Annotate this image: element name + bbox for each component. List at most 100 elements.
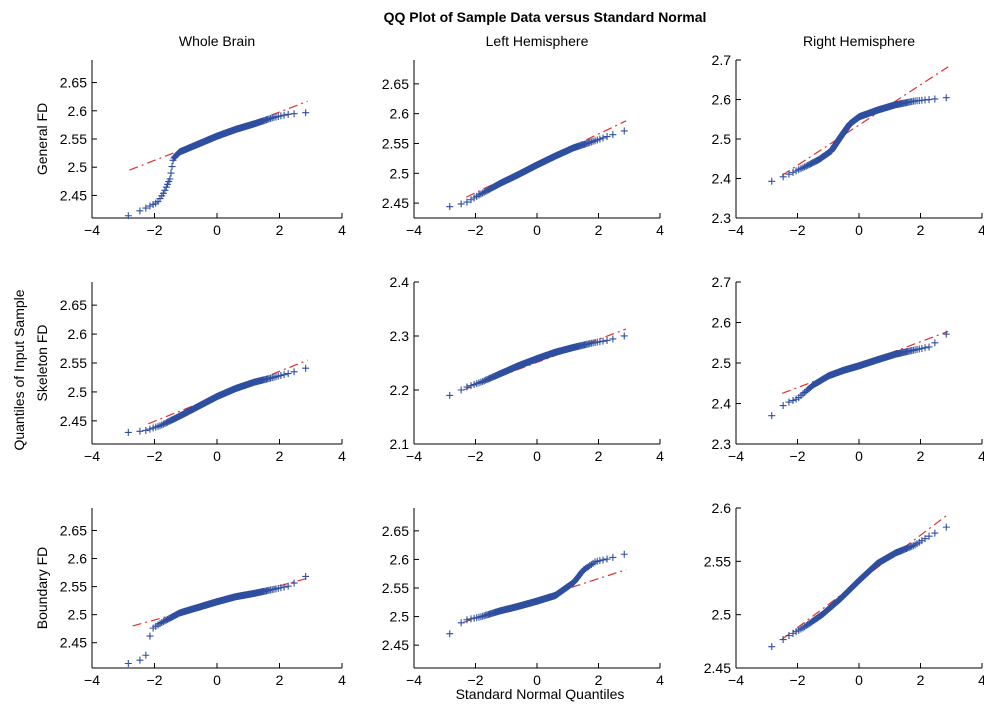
x-tick-label: 0 [855, 448, 863, 464]
qq-point [779, 402, 787, 410]
subplot-r1-c0: −4 −2 0 2 4 2.45 2.5 2.55 2.6 2.65 Skeleton FD [34, 282, 346, 464]
x-tick-label: −2 [468, 672, 484, 688]
x-tick-label: 4 [978, 672, 984, 688]
qq-point [158, 421, 166, 429]
qq-point [136, 207, 144, 215]
x-tick-label: 4 [978, 222, 984, 238]
qq-point [942, 94, 950, 102]
qq-point [587, 561, 595, 569]
x-tick-label: −4 [84, 222, 100, 238]
qq-point [925, 532, 933, 540]
subplot-r1-c2: −4 −2 0 2 4 2.3 2.4 2.5 2.6 2.7 [712, 274, 984, 464]
x-tick-label: −2 [790, 222, 806, 238]
y-tick-label: 2.3 [390, 328, 410, 344]
x-tick-label: −2 [147, 448, 163, 464]
x-tick-label: −4 [406, 222, 422, 238]
qq-point [168, 163, 176, 171]
qq-point [942, 523, 950, 531]
qq-point [280, 583, 288, 591]
qq-point [596, 557, 604, 565]
qq-point [785, 632, 793, 640]
y-tick-label: 2.5 [390, 609, 410, 625]
y-tick-label: 2.6 [390, 106, 410, 122]
qq-point [166, 175, 174, 183]
y-tick-label: 2.3 [712, 436, 732, 452]
qq-point [785, 170, 793, 178]
qq-point [146, 202, 154, 210]
figure-title: QQ Plot of Sample Data versus Standard N… [384, 9, 707, 25]
x-tick-label: −2 [468, 448, 484, 464]
qq-point [779, 173, 787, 181]
qq-point [290, 579, 298, 587]
y-tick-label: 2.1 [390, 436, 410, 452]
x-tick-label: 2 [917, 672, 925, 688]
y-tick-label: 2.65 [60, 75, 87, 91]
y-tick-label: 2.5 [68, 159, 88, 175]
qq-point [596, 338, 604, 346]
qq-point [457, 386, 465, 394]
y-tick-label: 2.5 [390, 165, 410, 181]
qq-point [603, 133, 611, 141]
qq-point [277, 584, 285, 592]
qq-point [159, 189, 167, 197]
y-tick-label: 2.2 [390, 382, 410, 398]
y-tick-label: 2.45 [382, 195, 409, 211]
x-tick-label: 0 [855, 672, 863, 688]
x-tick-label: −2 [147, 222, 163, 238]
qq-point [302, 572, 310, 580]
qq-point [599, 134, 607, 142]
qq-point [277, 112, 285, 120]
qq-point [124, 212, 132, 220]
y-tick-label: 2.5 [712, 355, 732, 371]
figure-x-label: Standard Normal Quantiles [456, 686, 625, 702]
qq-point [596, 135, 604, 143]
qq-point [142, 426, 150, 434]
subplot-grid: −4 −2 0 2 4 2.45 2.5 2.55 2.6 2.65 Whole Brain Gene… [34, 33, 984, 688]
qq-point [921, 344, 929, 352]
x-tick-label: −4 [728, 448, 744, 464]
row-label: Boundary FD [34, 547, 50, 629]
subplot-title: Left Hemisphere [486, 33, 589, 49]
reference-line [466, 120, 627, 198]
qq-point [609, 335, 617, 343]
y-tick-label: 2.7 [712, 274, 732, 290]
qq-point [467, 382, 475, 390]
x-tick-label: 2 [595, 448, 603, 464]
y-tick-label: 2.6 [68, 551, 88, 567]
subplot-title: Right Hemisphere [803, 33, 915, 49]
y-tick-label: 2.6 [712, 92, 732, 108]
x-tick-label: −4 [84, 672, 100, 688]
qq-point [477, 378, 485, 386]
subplot-r2-c2: −4 −2 0 2 4 2.45 2.5 2.55 2.6 [704, 500, 984, 688]
y-tick-label: 2.4 [390, 274, 410, 290]
qq-point [799, 164, 807, 172]
x-tick-label: 0 [533, 448, 541, 464]
y-tick-label: 2.6 [712, 315, 732, 331]
qq-point [290, 368, 298, 376]
x-tick-label: 4 [656, 448, 664, 464]
qq-point [603, 555, 611, 563]
y-tick-label: 2.7 [712, 52, 732, 68]
qq-point [801, 163, 809, 171]
qq-point [789, 629, 797, 637]
qq-point [789, 396, 797, 404]
qq-point [925, 343, 933, 351]
x-tick-label: 0 [213, 222, 221, 238]
y-tick-label: 2.5 [712, 607, 732, 623]
qq-point [446, 203, 454, 211]
qq-point [463, 383, 471, 391]
qq-point [446, 630, 454, 638]
subplot-r2-c0: −4 −2 0 2 4 2.45 2.5 2.55 2.6 2.65 Boundary FD [34, 508, 346, 688]
x-tick-label: 2 [917, 448, 925, 464]
y-tick-label: 2.6 [68, 103, 88, 119]
x-tick-label: 0 [533, 222, 541, 238]
qq-point [921, 535, 929, 543]
row-label: General FD [34, 103, 50, 175]
qq-point [463, 616, 471, 624]
qq-point [124, 428, 132, 436]
x-tick-label: 2 [595, 672, 603, 688]
qq-point [620, 127, 628, 135]
qq-point [136, 656, 144, 664]
x-tick-label: −2 [790, 672, 806, 688]
x-tick-label: −2 [790, 448, 806, 464]
